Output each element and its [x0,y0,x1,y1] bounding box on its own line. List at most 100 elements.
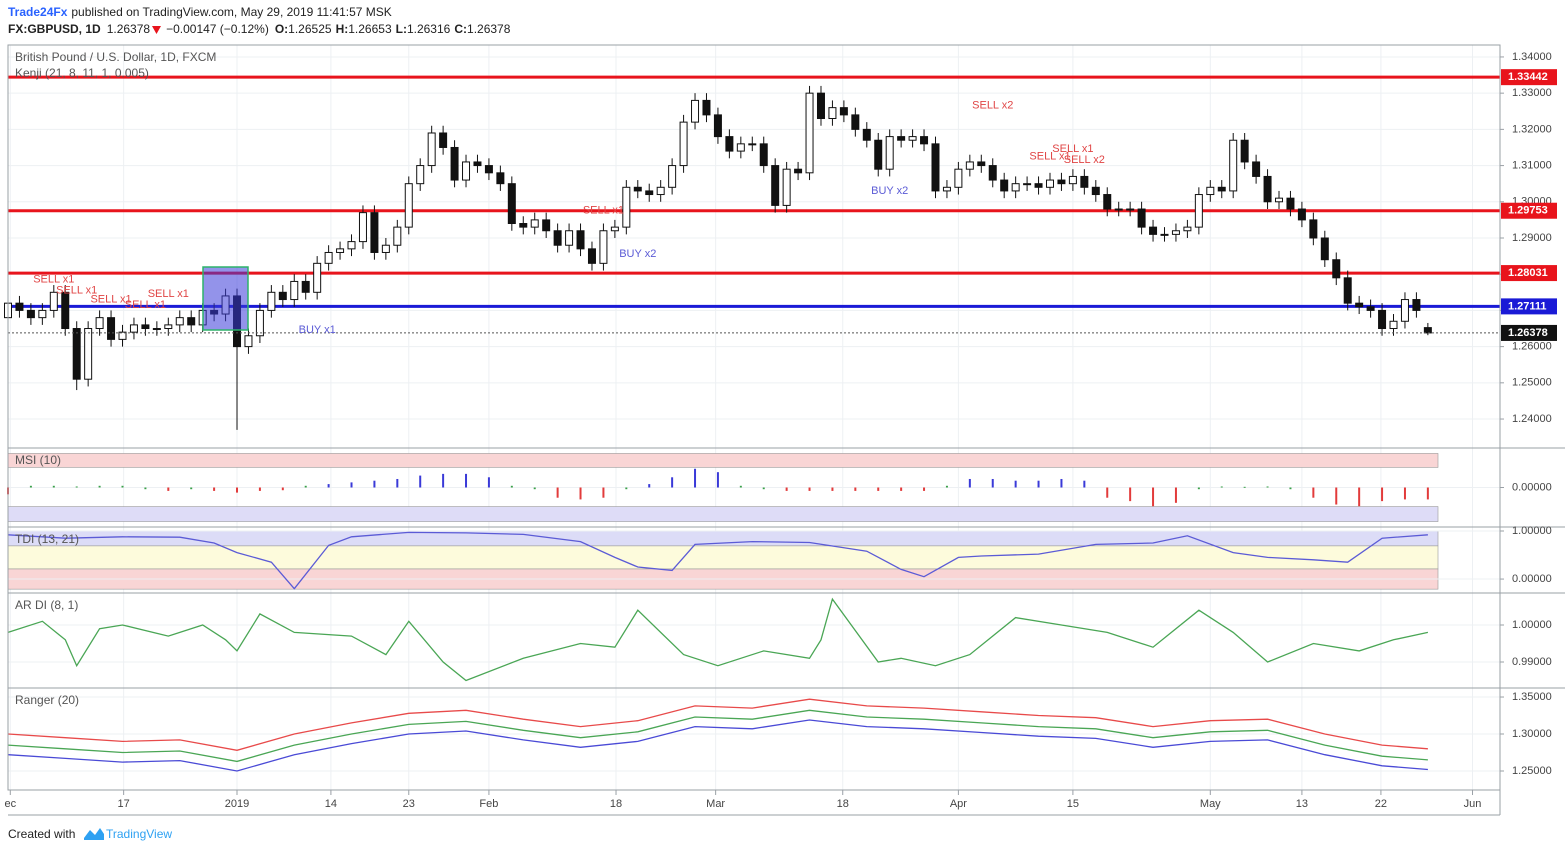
footer-brand[interactable]: TradingView [106,827,172,841]
candle-body [1206,186,1215,196]
candle-body [1114,208,1123,211]
candle-body [38,309,47,319]
candle-body [931,143,940,192]
msi-bar [694,468,697,488]
level-price-label: 1.33442 [1508,71,1548,83]
msi-bar [52,485,55,488]
candle-body [622,186,631,228]
signal-label: BUY x2 [871,185,908,197]
signal-label: BUY x1 [299,324,336,336]
x-tick-label: Jun [1464,798,1482,810]
candle-body [725,136,734,152]
indicator-line [7,719,1428,772]
signal-label: SELL x1 [1029,150,1070,162]
candle-body [164,324,173,330]
candle-body [1045,179,1054,188]
candle-body [885,136,894,170]
msi-bar [281,487,284,491]
msi-bar [29,485,32,488]
candle-body [1275,197,1284,203]
x-tick-label: 14 [325,798,337,810]
msi-bar [945,485,948,488]
candle-body [26,309,35,319]
candle-body [1034,183,1043,188]
published: published on TradingView.com, May 29, 20… [71,5,391,19]
candle-body [439,132,448,148]
symbol: FX:GBPUSD, 1D [8,22,101,36]
candle-body [599,230,608,264]
candle-body [1217,186,1226,192]
msi-bar [785,487,788,491]
candle-body [862,128,871,141]
msi-bar [716,472,719,488]
x-tick-label: 15 [1067,798,1079,810]
level-price-box [1501,265,1557,282]
candle-body [828,107,837,120]
last-price: 1.26378 [107,22,151,36]
x-tick-label: 13 [1296,798,1308,810]
pane-title: MSI (10) [15,453,61,467]
candle-body [1057,179,1066,185]
msi-bar [671,477,674,488]
candle-body [668,165,677,188]
msi-bar [1243,486,1246,488]
candle-body [1171,230,1180,235]
candle-body [1332,259,1341,279]
msi-bar [579,487,582,500]
pane-title: TDI (13, 21) [15,532,79,546]
y-tick-label: 0.00000 [1512,573,1552,585]
candle-body [1263,175,1272,203]
msi-bar [98,485,101,488]
msi-bar [602,487,605,498]
candle-body [645,190,654,196]
pane-title: AR DI (8, 1) [15,598,78,612]
msi-bar [625,487,628,490]
candle-body [565,230,574,246]
msi-bar [1197,487,1200,490]
x-tick-label: 22 [1375,798,1387,810]
msi-bar [923,487,926,491]
msi-bar [419,475,422,488]
candle-body [61,291,70,330]
signal-label: SELL x1 [90,293,131,305]
signal-label: SELL x1 [1052,143,1093,155]
candle-body [301,280,310,293]
x-tick-label: 2019 [225,798,249,810]
msi-bar [1426,487,1429,500]
level-price-label: 1.27111 [1508,300,1547,312]
candle-body [1103,194,1112,210]
msi-bar [900,487,903,491]
signal-label: BUY x2 [619,248,656,260]
candle-body [484,165,493,174]
y-tick-label: 1.29000 [1512,232,1552,244]
msi-bar [190,487,193,490]
candle-body [129,324,138,333]
candle-body [942,186,951,192]
x-tick-label: Mar [706,798,725,810]
candle-body [255,309,264,337]
candle-body [1000,179,1009,192]
close: 1.26378 [467,22,511,36]
y-tick-label: 1.00000 [1512,525,1552,537]
candle-body [278,291,287,301]
candle-body [713,114,722,138]
candle-body [336,248,345,253]
candle-body [324,251,333,264]
candle-body [1091,186,1100,196]
candle-body [965,161,974,170]
signal-label: SELL x1 [148,288,189,300]
y-tick-label: 1.32000 [1512,123,1552,135]
candle-body [519,223,528,228]
msi-bar [648,484,651,488]
y-tick-label: 1.30000 [1512,728,1552,740]
candle-body [381,244,390,253]
msi-bar [487,477,490,488]
indicator-band [7,506,1439,522]
candle-body [72,328,81,380]
level-price-label: 1.29753 [1508,205,1548,217]
msi-bar [854,487,857,491]
candle-body [187,317,196,326]
msi-bar [1129,487,1132,502]
